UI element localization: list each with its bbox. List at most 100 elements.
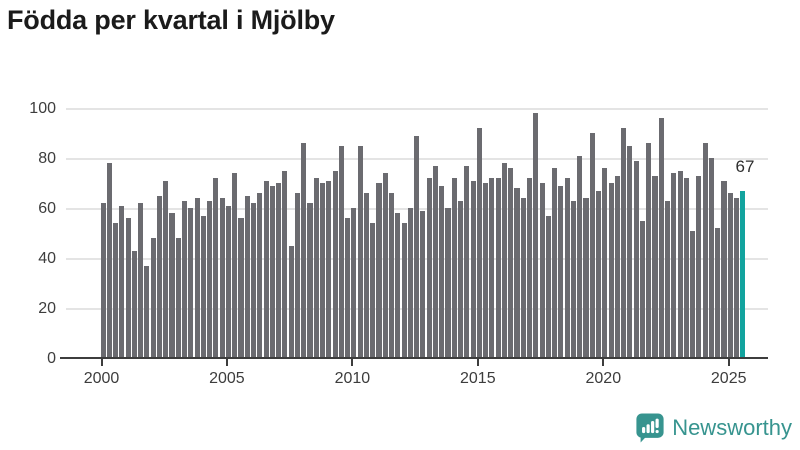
bar [407, 208, 413, 358]
bar [389, 193, 395, 358]
bar [621, 128, 627, 358]
bar [238, 218, 244, 358]
x-tick [100, 359, 103, 366]
x-tick [727, 359, 730, 366]
bar [345, 218, 351, 358]
bar [639, 220, 645, 358]
bar [426, 178, 432, 358]
bar [395, 213, 401, 358]
bar [150, 238, 156, 358]
bar [144, 265, 150, 358]
y-tick-label: 80 [38, 150, 56, 167]
bar [545, 215, 551, 358]
x-tick-label: 2020 [585, 370, 622, 387]
bar [276, 183, 282, 358]
bar [244, 195, 250, 358]
bar [106, 163, 112, 358]
bar [188, 208, 194, 358]
bar [288, 245, 294, 358]
y-tick-label: 40 [38, 250, 56, 267]
bar [476, 128, 482, 358]
bar [257, 193, 263, 358]
bar [432, 165, 438, 358]
bar [439, 185, 445, 358]
bar [690, 230, 696, 358]
bar [125, 218, 131, 358]
bar [539, 183, 545, 358]
bar [332, 170, 338, 358]
bar [614, 175, 620, 358]
bar [113, 223, 119, 358]
bar [501, 163, 507, 358]
bar [552, 168, 558, 358]
bar [131, 250, 137, 358]
bar [169, 213, 175, 358]
bar [702, 143, 708, 358]
highlighted-bar [740, 190, 746, 358]
y-tick-label: 20 [38, 300, 56, 317]
bar [696, 175, 702, 358]
bar [583, 198, 589, 358]
bar [401, 223, 407, 358]
x-tick [351, 359, 354, 366]
y-tick-label: 0 [47, 350, 56, 367]
bar-chart-speech-bubble-icon [635, 412, 665, 443]
bar [671, 173, 677, 358]
bar [326, 180, 332, 358]
bar [520, 198, 526, 358]
bar [363, 193, 369, 358]
bar [175, 238, 181, 358]
bar [301, 143, 307, 358]
bar [577, 155, 583, 358]
bar [514, 188, 520, 358]
brand-name: Newsworthy [672, 414, 792, 440]
bar [100, 203, 106, 358]
bar [483, 183, 489, 358]
y-tick-label: 100 [29, 100, 56, 117]
bar [338, 145, 344, 358]
bar [307, 203, 313, 358]
bar [119, 205, 125, 358]
x-tick [476, 359, 479, 366]
x-tick [602, 359, 605, 366]
gridline [66, 108, 768, 110]
bar [533, 113, 539, 358]
bar [313, 178, 319, 358]
newsworthy-logo: Newsworthy [635, 412, 792, 443]
bar [470, 180, 476, 358]
bar [627, 145, 633, 358]
bar [464, 165, 470, 358]
bar [652, 175, 658, 358]
bar [570, 200, 576, 358]
bar [382, 173, 388, 358]
bar [232, 173, 238, 358]
bar [608, 183, 614, 358]
bar [721, 180, 727, 358]
bar [445, 208, 451, 358]
bar [489, 178, 495, 358]
bar [527, 178, 533, 358]
x-tick-label: 2015 [460, 370, 496, 387]
bar [376, 183, 382, 358]
bar [163, 180, 169, 358]
bar [213, 178, 219, 358]
bar [733, 198, 740, 358]
bar [294, 193, 301, 358]
x-tick-label: 2005 [209, 370, 245, 387]
bar [138, 203, 144, 358]
bar [194, 198, 200, 358]
bar [564, 178, 570, 358]
bar [646, 143, 652, 358]
bar [558, 185, 564, 358]
bar [357, 145, 363, 358]
bar [200, 215, 206, 358]
x-tick-label: 2025 [710, 370, 747, 387]
bar [458, 200, 464, 358]
bar [658, 118, 664, 358]
bar [320, 183, 326, 358]
bar [263, 180, 269, 358]
bar [156, 195, 163, 358]
bar [225, 205, 232, 358]
bar [677, 170, 683, 358]
x-tick-label: 2010 [334, 370, 371, 387]
